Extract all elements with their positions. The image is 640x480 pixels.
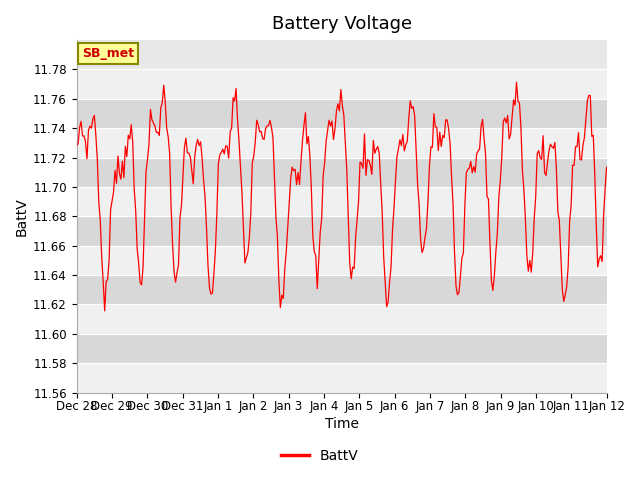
X-axis label: Time: Time bbox=[324, 418, 358, 432]
Bar bbox=[77, 304, 607, 334]
Text: SB_met: SB_met bbox=[82, 47, 134, 60]
Bar bbox=[77, 128, 607, 157]
Bar bbox=[77, 157, 607, 187]
Title: Battery Voltage: Battery Voltage bbox=[271, 15, 412, 33]
Bar bbox=[77, 275, 607, 304]
Bar bbox=[77, 363, 607, 393]
Legend: BattV: BattV bbox=[276, 443, 364, 468]
Bar bbox=[77, 99, 607, 128]
Bar bbox=[77, 246, 607, 275]
Bar bbox=[77, 216, 607, 246]
Bar bbox=[77, 334, 607, 363]
Bar bbox=[77, 187, 607, 216]
Y-axis label: BattV: BattV bbox=[15, 197, 29, 236]
Bar bbox=[77, 70, 607, 99]
